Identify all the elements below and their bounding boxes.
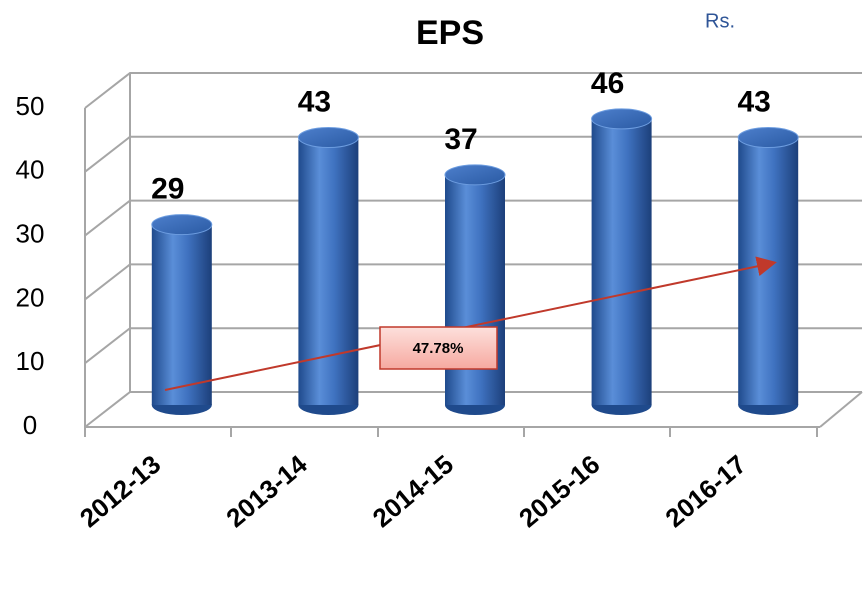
x-tick-label: 2012-13	[74, 449, 166, 533]
bar	[738, 137, 799, 406]
bar-top	[151, 214, 213, 236]
bar-top	[737, 127, 799, 149]
value-label: 43	[298, 85, 331, 118]
frame	[84, 73, 863, 437]
bar	[151, 224, 212, 405]
bar-top	[591, 108, 653, 130]
unit-label: Rs.	[705, 10, 735, 32]
bar	[298, 137, 359, 406]
annotation-box	[379, 326, 498, 370]
value-label: 46	[591, 67, 624, 100]
value-label: 37	[444, 123, 477, 156]
x-tick-label: 2014-15	[367, 449, 459, 533]
bar-top	[444, 164, 506, 186]
bar	[445, 174, 505, 405]
chart-title: EPS	[416, 14, 484, 52]
y-tick-label: 30	[16, 218, 45, 248]
annotation: 47.78%	[413, 340, 464, 357]
x-tick-label: 2013-14	[220, 449, 313, 534]
y-tick-label: 50	[16, 91, 45, 121]
bar	[591, 118, 652, 405]
grid-line	[84, 72, 862, 109]
x-tick-label: 2015-16	[513, 449, 605, 533]
value-label: 43	[738, 85, 771, 118]
y-tick-label: 10	[16, 346, 45, 376]
y-tick-label: 0	[23, 410, 37, 440]
y-tick-label: 20	[16, 282, 45, 312]
bar-top	[297, 127, 359, 149]
y-tick-label: 40	[16, 155, 45, 185]
value-label: 29	[151, 173, 184, 206]
x-tick-label: 2016-17	[659, 449, 751, 533]
